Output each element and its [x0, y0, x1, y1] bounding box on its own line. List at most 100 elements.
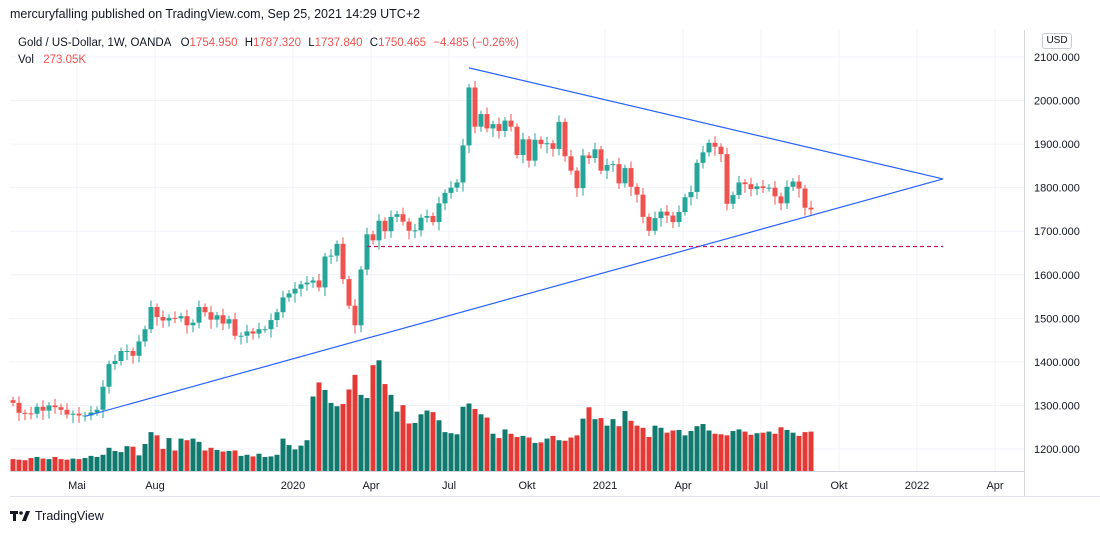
- candle-body: [736, 182, 742, 196]
- candle-body: [622, 168, 628, 184]
- volume-bar: [634, 425, 640, 471]
- legend-low: 1737.840: [314, 37, 363, 49]
- candle-body: [304, 282, 310, 285]
- volume-bar: [430, 412, 436, 471]
- candle-body: [64, 409, 70, 415]
- volume-bar: [118, 452, 124, 471]
- volume-bar: [736, 429, 742, 471]
- candle-body: [706, 142, 712, 153]
- volume-bar: [70, 458, 76, 471]
- candle-body: [796, 181, 802, 189]
- annotations: [84, 67, 944, 417]
- candle-body: [580, 155, 586, 189]
- time-tick-label: Aug: [145, 480, 165, 492]
- volume-bar: [766, 431, 772, 471]
- candle-body: [76, 413, 82, 416]
- price-tick-label: 1200.000: [1034, 444, 1080, 456]
- candle-body: [502, 120, 508, 132]
- volume-bar: [670, 430, 676, 471]
- tradingview-brand[interactable]: TradingView: [10, 509, 104, 523]
- brand-name: TradingView: [35, 509, 104, 523]
- volume-bar: [280, 438, 286, 471]
- volume-bar: [442, 432, 448, 471]
- volume-bar: [424, 410, 430, 471]
- volume-bar: [310, 396, 316, 471]
- volume-bar: [28, 458, 34, 471]
- candle-body: [40, 406, 46, 411]
- volume-bar: [646, 436, 652, 471]
- volume-bar: [244, 454, 250, 471]
- volume-bar: [784, 429, 790, 471]
- volume-bar: [742, 431, 748, 471]
- volume-bar: [562, 440, 568, 471]
- time-axis[interactable]: Mai Aug 2020 Apr Jul Okt 2021 Apr Jul Okt 2022 Apr: [68, 480, 1004, 492]
- candle-body: [394, 214, 400, 217]
- legend-open: 1754.950: [189, 37, 238, 49]
- volume-bar: [454, 434, 460, 471]
- candle-body: [106, 364, 112, 387]
- candle-body: [790, 181, 796, 187]
- volume-bar: [256, 453, 262, 471]
- candle-body: [286, 293, 292, 298]
- candle-body: [154, 307, 160, 318]
- candle-body: [22, 412, 28, 414]
- volume-bar: [322, 390, 328, 471]
- candle-body: [70, 413, 76, 415]
- volume-bar: [184, 440, 190, 471]
- candle-body: [46, 405, 52, 411]
- candle-body: [292, 288, 298, 294]
- volume-bar: [154, 435, 160, 471]
- price-tick-label: 1800.000: [1034, 183, 1080, 195]
- candle-body: [322, 256, 328, 288]
- candle-body: [250, 331, 256, 334]
- candle-body: [58, 407, 64, 410]
- candle-body: [526, 139, 532, 161]
- volume-bar: [778, 427, 784, 471]
- time-tick-label: Jul: [754, 480, 768, 492]
- time-tick-label: Okt: [518, 480, 535, 492]
- candle-body: [226, 319, 232, 324]
- candle-body: [634, 186, 640, 195]
- volume-bar: [796, 435, 802, 471]
- candle-body: [544, 143, 550, 145]
- candle-body: [748, 184, 754, 189]
- candle-body: [454, 182, 460, 188]
- volume-bar: [664, 432, 670, 471]
- price-tick-label: 1700.000: [1034, 226, 1080, 238]
- candle-body: [592, 149, 598, 159]
- candle-body: [376, 220, 382, 241]
- candle-body: [340, 243, 346, 280]
- volume-bar: [418, 414, 424, 471]
- volume-bar: [388, 394, 394, 471]
- legend-volume-row: Vol 273.05K: [18, 52, 523, 69]
- volume-bar: [532, 442, 538, 471]
- candle-body: [460, 145, 466, 183]
- candle-body: [574, 170, 580, 189]
- candle-body: [172, 317, 178, 319]
- price-axis[interactable]: 2100.000 2000.000 1900.000 1800.000 1700.000…: [1034, 52, 1080, 456]
- candle-body: [508, 120, 514, 127]
- legend-high: 1787.320: [253, 37, 301, 49]
- candle-body: [586, 155, 592, 159]
- candle-body: [136, 341, 142, 356]
- volume-bar: [802, 432, 808, 471]
- grid: [10, 30, 1024, 471]
- candle-body: [700, 152, 706, 163]
- volume-bar: [100, 454, 106, 471]
- volume-bar: [274, 454, 280, 471]
- volume-bar: [40, 458, 46, 471]
- volume-bar: [112, 451, 118, 471]
- volume-bar: [232, 450, 238, 471]
- candle-body: [112, 361, 118, 365]
- currency-badge[interactable]: USD: [1042, 33, 1072, 49]
- candle-body: [802, 188, 808, 208]
- candle-body: [670, 215, 676, 223]
- candle-body: [214, 315, 220, 320]
- volume-bar: [568, 437, 574, 471]
- volume-bar: [352, 374, 358, 471]
- candle-body: [478, 114, 484, 127]
- volume-bar: [466, 403, 472, 471]
- candle-body: [364, 234, 370, 270]
- volume-bar: [484, 417, 490, 471]
